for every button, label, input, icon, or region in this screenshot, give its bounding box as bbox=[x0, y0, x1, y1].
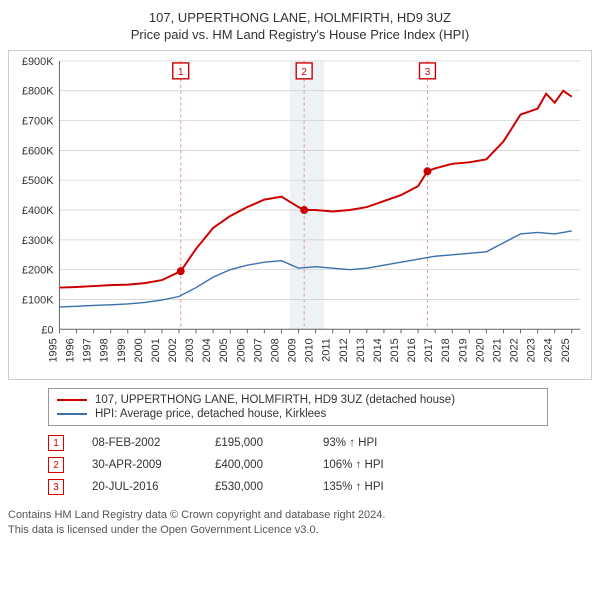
svg-text:2000: 2000 bbox=[133, 338, 145, 362]
legend-swatch bbox=[57, 413, 87, 415]
svg-text:£100K: £100K bbox=[22, 294, 54, 306]
sale-vs-hpi: 93% ↑ HPI bbox=[323, 437, 423, 449]
sale-date: 08-FEB-2002 bbox=[92, 437, 187, 449]
svg-text:£800K: £800K bbox=[22, 86, 54, 98]
sale-row: 2 30-APR-2009 £400,000 106% ↑ HPI bbox=[48, 454, 592, 476]
svg-text:£500K: £500K bbox=[22, 175, 54, 187]
svg-text:2004: 2004 bbox=[201, 338, 213, 362]
svg-text:£200K: £200K bbox=[22, 265, 54, 277]
svg-text:2021: 2021 bbox=[491, 338, 503, 362]
svg-text:2011: 2011 bbox=[321, 338, 333, 362]
svg-text:2006: 2006 bbox=[235, 338, 247, 362]
svg-text:2007: 2007 bbox=[252, 338, 264, 362]
svg-text:£900K: £900K bbox=[22, 56, 54, 68]
svg-text:2005: 2005 bbox=[218, 338, 230, 362]
svg-text:3: 3 bbox=[425, 67, 431, 78]
svg-text:2017: 2017 bbox=[423, 338, 435, 362]
svg-text:2016: 2016 bbox=[406, 338, 418, 362]
svg-text:2: 2 bbox=[301, 67, 307, 78]
sale-price: £400,000 bbox=[215, 459, 295, 471]
svg-text:2001: 2001 bbox=[150, 338, 162, 362]
svg-text:2018: 2018 bbox=[440, 338, 452, 362]
svg-text:1999: 1999 bbox=[116, 338, 128, 362]
svg-text:1: 1 bbox=[178, 67, 184, 78]
footer-line: This data is licensed under the Open Gov… bbox=[8, 523, 592, 538]
svg-text:2014: 2014 bbox=[372, 338, 384, 362]
svg-text:1996: 1996 bbox=[65, 338, 77, 362]
svg-text:1995: 1995 bbox=[47, 338, 59, 362]
svg-text:2003: 2003 bbox=[184, 338, 196, 362]
footer: Contains HM Land Registry data © Crown c… bbox=[8, 508, 592, 538]
svg-text:2010: 2010 bbox=[304, 338, 316, 362]
svg-text:£0: £0 bbox=[41, 324, 53, 336]
svg-text:2025: 2025 bbox=[560, 338, 572, 362]
page-subtitle: Price paid vs. HM Land Registry's House … bbox=[8, 27, 592, 42]
sale-marker: 1 bbox=[48, 435, 64, 451]
sale-marker: 3 bbox=[48, 479, 64, 495]
svg-text:1997: 1997 bbox=[82, 338, 94, 362]
svg-text:2015: 2015 bbox=[389, 338, 401, 362]
legend: 107, UPPERTHONG LANE, HOLMFIRTH, HD9 3UZ… bbox=[48, 388, 548, 426]
sale-price: £530,000 bbox=[215, 481, 295, 493]
svg-text:£400K: £400K bbox=[22, 205, 54, 217]
svg-text:£600K: £600K bbox=[22, 145, 54, 157]
sales-table: 1 08-FEB-2002 £195,000 93% ↑ HPI 2 30-AP… bbox=[48, 432, 592, 498]
sale-date: 30-APR-2009 bbox=[92, 459, 187, 471]
sale-row: 3 20-JUL-2016 £530,000 135% ↑ HPI bbox=[48, 476, 592, 498]
svg-text:1998: 1998 bbox=[99, 338, 111, 362]
sale-row: 1 08-FEB-2002 £195,000 93% ↑ HPI bbox=[48, 432, 592, 454]
svg-text:2002: 2002 bbox=[167, 338, 179, 362]
legend-swatch bbox=[57, 399, 87, 401]
svg-text:£300K: £300K bbox=[22, 235, 54, 247]
legend-label: 107, UPPERTHONG LANE, HOLMFIRTH, HD9 3UZ… bbox=[95, 394, 455, 406]
footer-line: Contains HM Land Registry data © Crown c… bbox=[8, 508, 592, 523]
page-title: 107, UPPERTHONG LANE, HOLMFIRTH, HD9 3UZ bbox=[8, 10, 592, 25]
sale-vs-hpi: 135% ↑ HPI bbox=[323, 481, 423, 493]
sale-price: £195,000 bbox=[215, 437, 295, 449]
price-chart: £0 £100K £200K £300K £400K £500K £600K £700K £80… bbox=[8, 50, 592, 380]
svg-text:2019: 2019 bbox=[457, 338, 469, 362]
svg-text:2013: 2013 bbox=[355, 338, 367, 362]
svg-text:2012: 2012 bbox=[338, 338, 350, 362]
svg-text:2022: 2022 bbox=[509, 338, 521, 362]
svg-text:2009: 2009 bbox=[287, 338, 299, 362]
sale-marker: 2 bbox=[48, 457, 64, 473]
legend-row: 107, UPPERTHONG LANE, HOLMFIRTH, HD9 3UZ… bbox=[57, 393, 539, 407]
svg-text:2020: 2020 bbox=[474, 338, 486, 362]
legend-label: HPI: Average price, detached house, Kirk… bbox=[95, 408, 326, 420]
sale-date: 20-JUL-2016 bbox=[92, 481, 187, 493]
svg-text:2023: 2023 bbox=[526, 338, 538, 362]
svg-text:2024: 2024 bbox=[543, 338, 555, 362]
svg-text:2008: 2008 bbox=[269, 338, 281, 362]
svg-text:£700K: £700K bbox=[22, 116, 54, 128]
chart-container: £0 £100K £200K £300K £400K £500K £600K £700K £80… bbox=[8, 50, 592, 380]
legend-row: HPI: Average price, detached house, Kirk… bbox=[57, 407, 539, 421]
sale-vs-hpi: 106% ↑ HPI bbox=[323, 459, 423, 471]
